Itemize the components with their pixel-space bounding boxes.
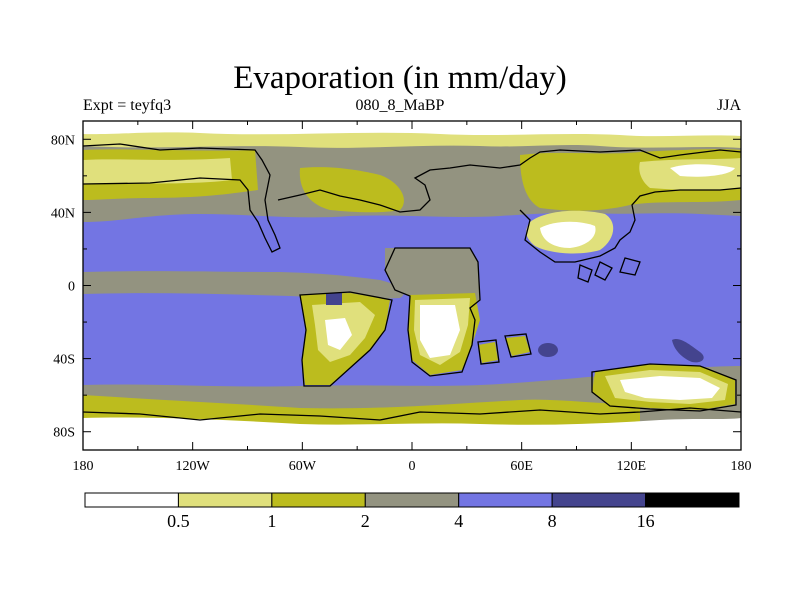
coastlines (83, 143, 741, 421)
colorbar-level-label: 0.5 (167, 511, 190, 531)
experiment-label: Expt = teyfq3 (83, 97, 172, 114)
x-tick-label: 60W (289, 459, 317, 474)
axis-tick-labels: 180 120W 60W 0 60E 120E 180 80N 40N 0 40S 80S (51, 133, 752, 474)
south-america-dark-spot (326, 293, 342, 305)
southeast-asia-islands (577, 257, 641, 283)
island-olive-1 (478, 342, 498, 363)
pacific-gray-tongue (83, 271, 404, 299)
asia-south-coast (519, 187, 741, 263)
colorbar: 0.5 1 2 4 8 16 (84, 492, 740, 531)
eurasia-north-coast (277, 149, 741, 213)
colorbar-swatch (551, 492, 647, 508)
y-tick-label: 80N (51, 133, 75, 148)
colorbar-level-label: 16 (637, 511, 655, 531)
evaporation-field (83, 121, 741, 450)
colorbar-swatch (271, 492, 366, 508)
australia-white (620, 376, 720, 400)
north-america-coast (83, 143, 281, 253)
colorbar-swatch (84, 492, 179, 508)
y-tick-label: 40N (51, 206, 75, 221)
australia-dark-spot (672, 339, 704, 363)
x-tick-label: 60E (510, 459, 533, 474)
colorbar-level-label: 4 (454, 511, 463, 531)
south-america-white (325, 318, 352, 350)
australia-coast (591, 363, 737, 412)
x-tick-label: 180 (73, 459, 94, 474)
colorbar-swatch (645, 492, 740, 508)
y-tick-label: 0 (68, 280, 75, 295)
colorbar-level-label: 8 (548, 511, 557, 531)
africa-coast (384, 247, 481, 377)
south-america-coast (299, 291, 393, 387)
island-olive-2 (505, 336, 530, 356)
season-label: JJA (716, 97, 741, 114)
indian-ocean-dark-spot (538, 343, 558, 357)
antarctica-coast (83, 407, 741, 421)
siberia-white (670, 164, 735, 177)
africa-gray (385, 248, 480, 308)
central-asia-white (540, 221, 596, 248)
southern-africa-white (420, 305, 460, 358)
x-tick-label: 120E (617, 459, 647, 474)
colorbar-swatch (364, 492, 460, 508)
axis-ticks (82, 121, 742, 450)
colorbar-swatch (458, 492, 553, 508)
y-tick-label: 40S (53, 353, 75, 368)
north-america-yellow (83, 158, 232, 184)
x-tick-label: 0 (409, 459, 416, 474)
y-tick-label: 80S (53, 426, 75, 441)
time-period-label: 080_8_MaBP (355, 97, 445, 114)
map-title: Evaporation (in mm/day) (233, 60, 567, 96)
x-tick-label: 180 (731, 459, 752, 474)
x-tick-label: 120W (176, 459, 211, 474)
colorbar-level-label: 1 (267, 511, 276, 531)
colorbar-swatch (177, 492, 273, 508)
europe-olive (299, 167, 404, 213)
colorbar-level-label: 2 (361, 511, 370, 531)
antarctic-white (83, 417, 741, 450)
indian-ocean-islands-coast (477, 333, 532, 365)
